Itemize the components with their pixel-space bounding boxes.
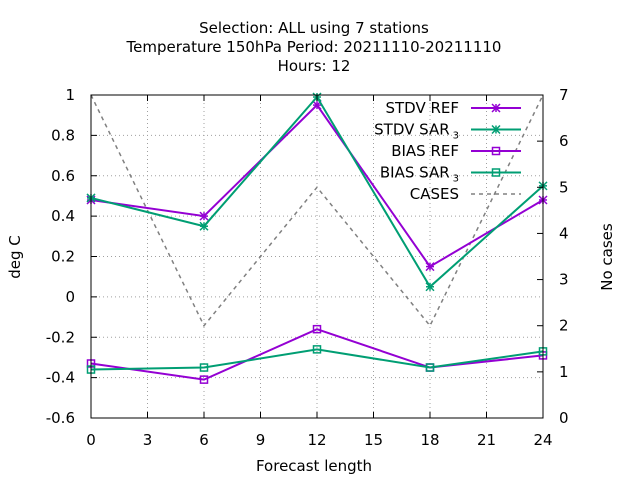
x-tick-label: 3 [143,431,153,449]
data-point [425,282,435,292]
y-tick-label: -0.6 [46,409,75,427]
y-axis-label: deg C [6,235,24,279]
series-bias-ref [86,324,548,384]
x-tick-label: 21 [477,431,496,449]
data-point [312,324,322,334]
legend-label-subscript: 3 [453,174,459,185]
legend-label-text: BIAS REF [391,142,459,160]
chart-title: Selection: ALL using 7 stations Temperat… [126,19,502,75]
y-tick-label: 0.4 [51,207,75,225]
y2-tick-label: 6 [559,132,569,150]
y2-tick-label: 2 [559,317,569,335]
legend-item: BIAS REF [391,142,521,160]
grid [91,95,543,418]
title-line-1: Selection: ALL using 7 stations [199,19,429,37]
ticks: 0 3 6 9 12 15 18 21 24-0.6-0.4-0.200.20.40.60.81… [46,86,569,449]
title-line-2: Temperature 150hPa Period: 20211110-2021… [126,38,502,56]
data-point [425,363,435,372]
y2-tick-label: 3 [559,271,569,289]
y2-tick-label: 5 [559,178,569,196]
legend-label: CASES [410,185,459,203]
series-line [90,328,544,381]
data-point [425,262,435,272]
data-point [199,211,209,221]
legend-item: STDV REF [385,99,521,117]
marker-stroke [425,262,435,272]
legend-item: STDV SAR 3 [374,121,521,142]
x-tick-label: 18 [420,431,439,449]
series-line [90,94,544,328]
data-point [199,375,209,384]
y-tick-label: 0.6 [51,167,75,185]
series-cases [90,94,544,328]
marker-stroke [491,103,501,113]
legend-label: STDV REF [385,99,459,117]
legend-marker [491,146,501,156]
legend-marker [491,124,501,135]
legend-marker [491,168,501,177]
y-tick-label: 0.2 [51,248,75,266]
title-line-3: Hours: 12 [278,57,351,75]
x-tick-label: 24 [533,431,552,449]
y-tick-label: -0.2 [46,328,75,346]
legend-label-text: BIAS SAR [380,164,450,182]
marker-stroke [491,124,501,135]
series-line [90,348,544,371]
y2-tick-label: 1 [559,363,569,381]
legend-label: BIAS REF [391,142,459,160]
y-tick-label: -0.4 [46,369,75,387]
x-tick-label: 9 [256,431,266,449]
y-tick-label: 0 [65,288,75,306]
legend-item: BIAS SAR 3 [380,164,521,185]
legend-label-text: CASES [410,185,459,203]
y2-axis-label: No cases [598,223,616,291]
x-axis-label: Forecast length [256,457,372,475]
x-tick-label: 12 [307,431,326,449]
y2-tick-label: 4 [559,224,569,242]
legend-label-subscript: 3 [453,131,459,142]
x-tick-label: 6 [199,431,209,449]
legend-label-text: STDV REF [385,99,459,117]
x-tick-label: 0 [86,431,96,449]
y2-tick-label: 7 [559,86,569,104]
legend-label-text: STDV SAR [374,121,449,139]
data-point [312,345,322,354]
marker-stroke [199,211,209,221]
y-tick-label: 1 [65,86,75,104]
x-tick-label: 15 [364,431,383,449]
data-point [199,221,209,231]
y-tick-label: 0.8 [51,126,75,144]
legend-label: BIAS SAR 3 [380,164,459,185]
legend-marker [491,103,501,113]
data-point [199,363,209,372]
marker-stroke [425,282,435,292]
marker-stroke [199,221,209,231]
y2-tick-label: 0 [559,409,569,427]
legend-label: STDV SAR 3 [374,121,459,142]
legend-item: CASES [410,185,521,203]
